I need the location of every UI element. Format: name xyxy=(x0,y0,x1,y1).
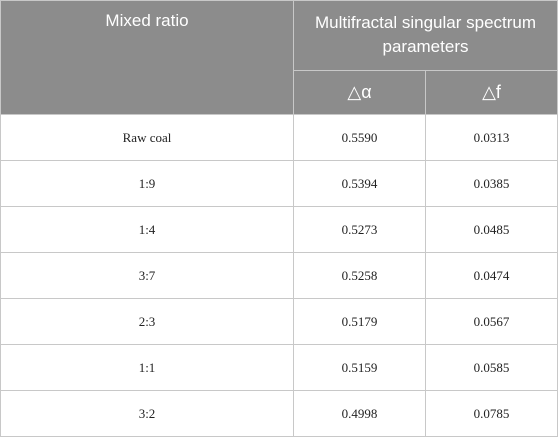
header-row: Mixed ratio Multifractal singular spectr… xyxy=(0,0,558,115)
ratio-cell: 3:7 xyxy=(0,252,294,299)
delta-alpha-cell: 0.5179 xyxy=(293,298,426,345)
ratio-cell: 1:1 xyxy=(0,344,294,391)
ratio-cell: 1:9 xyxy=(0,160,294,207)
delta-alpha-cell: 0.5258 xyxy=(293,252,426,299)
table-row: 3:2 0.4998 0.0785 xyxy=(0,390,558,437)
table-row: Raw coal 0.5590 0.0313 xyxy=(0,114,558,161)
ratio-cell: 3:2 xyxy=(0,390,294,437)
table-body: Raw coal 0.5590 0.0313 1:9 0.5394 0.0385… xyxy=(0,114,558,437)
delta-alpha-cell: 0.5590 xyxy=(293,114,426,161)
delta-f-cell: 0.0474 xyxy=(425,252,558,299)
table-row: 2:3 0.5179 0.0567 xyxy=(0,298,558,345)
ratio-cell: Raw coal xyxy=(0,114,294,161)
delta-alpha-cell: 0.4998 xyxy=(293,390,426,437)
delta-f-cell: 0.0785 xyxy=(425,390,558,437)
table-row: 3:7 0.5258 0.0474 xyxy=(0,252,558,299)
delta-alpha-cell: 0.5273 xyxy=(293,206,426,253)
ratio-cell: 1:4 xyxy=(0,206,294,253)
delta-f-cell: 0.0567 xyxy=(425,298,558,345)
table-header: Mixed ratio Multifractal singular spectr… xyxy=(0,0,558,115)
delta-f-cell: 0.0385 xyxy=(425,160,558,207)
delta-alpha-header: △α xyxy=(293,70,426,115)
delta-f-header: △f xyxy=(425,70,558,115)
delta-f-cell: 0.0585 xyxy=(425,344,558,391)
delta-alpha-cell: 0.5394 xyxy=(293,160,426,207)
table-row: 1:4 0.5273 0.0485 xyxy=(0,206,558,253)
ratio-cell: 2:3 xyxy=(0,298,294,345)
mixed-ratio-header: Mixed ratio xyxy=(0,0,294,115)
table-row: 1:9 0.5394 0.0385 xyxy=(0,160,558,207)
delta-f-cell: 0.0485 xyxy=(425,206,558,253)
table-row: 1:1 0.5159 0.0585 xyxy=(0,344,558,391)
delta-alpha-cell: 0.5159 xyxy=(293,344,426,391)
subheader-row: △α △f xyxy=(1,70,558,115)
spectrum-parameters-header: Multifractal singular spectrum parameter… xyxy=(293,0,558,71)
delta-f-cell: 0.0313 xyxy=(425,114,558,161)
